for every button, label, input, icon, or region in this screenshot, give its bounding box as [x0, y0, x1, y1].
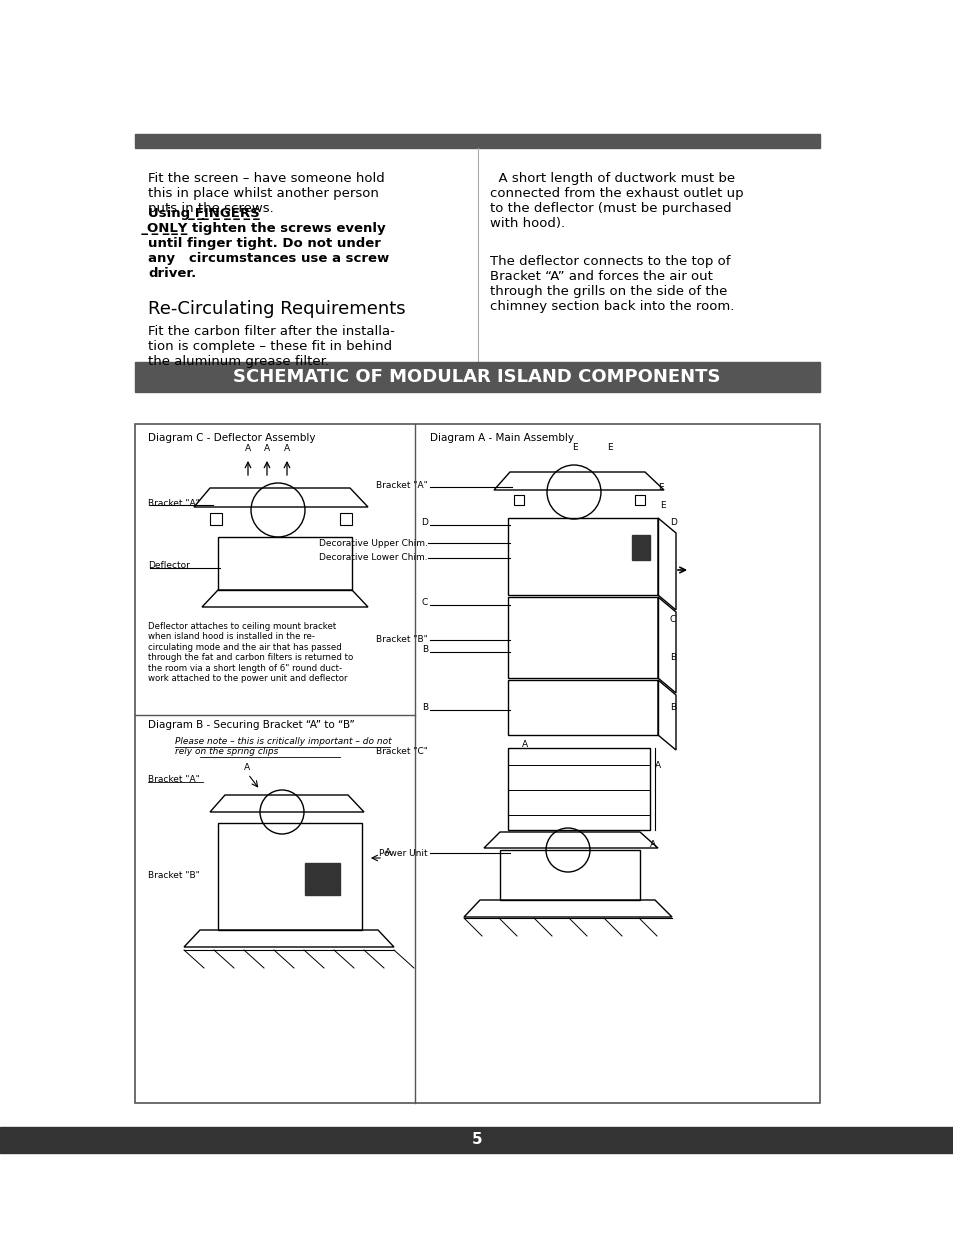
- Text: Deflector attaches to ceiling mount bracket
when island hood is installed in the: Deflector attaches to ceiling mount brac…: [148, 622, 353, 683]
- Text: C: C: [421, 598, 428, 606]
- Text: A: A: [245, 445, 251, 453]
- Text: A: A: [385, 848, 391, 857]
- Bar: [210, 513, 222, 525]
- Bar: [305, 863, 339, 895]
- Text: E: E: [659, 501, 665, 510]
- Text: E: E: [658, 483, 663, 492]
- Text: SCHEMATIC OF MODULAR ISLAND COMPONENTS: SCHEMATIC OF MODULAR ISLAND COMPONENTS: [233, 368, 720, 387]
- Text: A: A: [655, 761, 660, 769]
- Text: B: B: [669, 653, 676, 662]
- Text: E: E: [572, 443, 578, 452]
- Text: E: E: [606, 443, 612, 452]
- Bar: [507, 680, 658, 735]
- Text: Bracket "A": Bracket "A": [375, 480, 428, 489]
- Bar: [507, 517, 658, 595]
- Text: Bracket "B": Bracket "B": [148, 871, 199, 879]
- Text: Using ̲F̲I̲N̲G̲E̲R̲S̲
̲O̲N̲L̲Y̲ tighten the screws evenly
until finger tight. Do: Using ̲F̲I̲N̲G̲E̲R̲S̲ ̲O̲N̲L̲Y̲ tighten …: [148, 207, 389, 280]
- Bar: [507, 597, 658, 678]
- Text: B: B: [421, 703, 428, 713]
- Text: Fit the carbon filter after the installa-
tion is complete – these fit in behind: Fit the carbon filter after the installa…: [148, 325, 395, 368]
- Text: B: B: [669, 703, 676, 713]
- Text: The deflector connects to the top of
Bracket “A” and forces the air out
through : The deflector connects to the top of Bra…: [490, 254, 734, 312]
- Bar: [0, 1128, 953, 1153]
- Bar: [631, 535, 649, 559]
- Bar: [135, 424, 820, 1103]
- Text: A: A: [649, 840, 656, 848]
- Text: Re-Circulating Requirements: Re-Circulating Requirements: [148, 300, 405, 317]
- Text: A: A: [521, 740, 528, 748]
- Text: 5: 5: [471, 1132, 482, 1147]
- Bar: [135, 362, 820, 391]
- Bar: [339, 513, 352, 525]
- Text: Deflector: Deflector: [148, 562, 190, 571]
- Text: Power Unit: Power Unit: [379, 848, 428, 857]
- Bar: [635, 495, 644, 505]
- Text: A short length of ductwork must be
connected from the exhaust outlet up
to the d: A short length of ductwork must be conne…: [490, 172, 742, 230]
- Text: Bracket "A": Bracket "A": [148, 776, 199, 784]
- Text: B: B: [421, 645, 428, 655]
- Bar: [218, 537, 352, 590]
- Text: D: D: [669, 517, 677, 527]
- Bar: [514, 495, 523, 505]
- Bar: [507, 748, 649, 830]
- Bar: [135, 135, 820, 148]
- Text: Diagram B - Securing Bracket “A” to “B”: Diagram B - Securing Bracket “A” to “B”: [148, 720, 355, 730]
- Bar: [499, 850, 639, 900]
- Text: Bracket "B": Bracket "B": [375, 636, 428, 645]
- Text: Diagram C - Deflector Assembly: Diagram C - Deflector Assembly: [148, 433, 315, 443]
- Text: Decorative Upper Chim.: Decorative Upper Chim.: [319, 538, 428, 547]
- Text: C: C: [669, 615, 676, 624]
- Text: Bracket "A": Bracket "A": [148, 499, 199, 508]
- Text: D: D: [420, 517, 428, 527]
- Text: Decorative Lower Chim.: Decorative Lower Chim.: [319, 553, 428, 562]
- Text: A: A: [244, 763, 250, 772]
- Text: A: A: [284, 445, 290, 453]
- Text: Diagram A - Main Assembly: Diagram A - Main Assembly: [430, 433, 574, 443]
- Bar: [218, 823, 361, 930]
- Text: Fit the screen – have someone hold
this in place whilst another person
puts in t: Fit the screen – have someone hold this …: [148, 172, 384, 215]
- Text: A: A: [264, 445, 270, 453]
- Text: Please note – this is critically important – do not
rely on the spring clips: Please note – this is critically importa…: [174, 737, 392, 756]
- Text: Bracket "C": Bracket "C": [375, 747, 428, 757]
